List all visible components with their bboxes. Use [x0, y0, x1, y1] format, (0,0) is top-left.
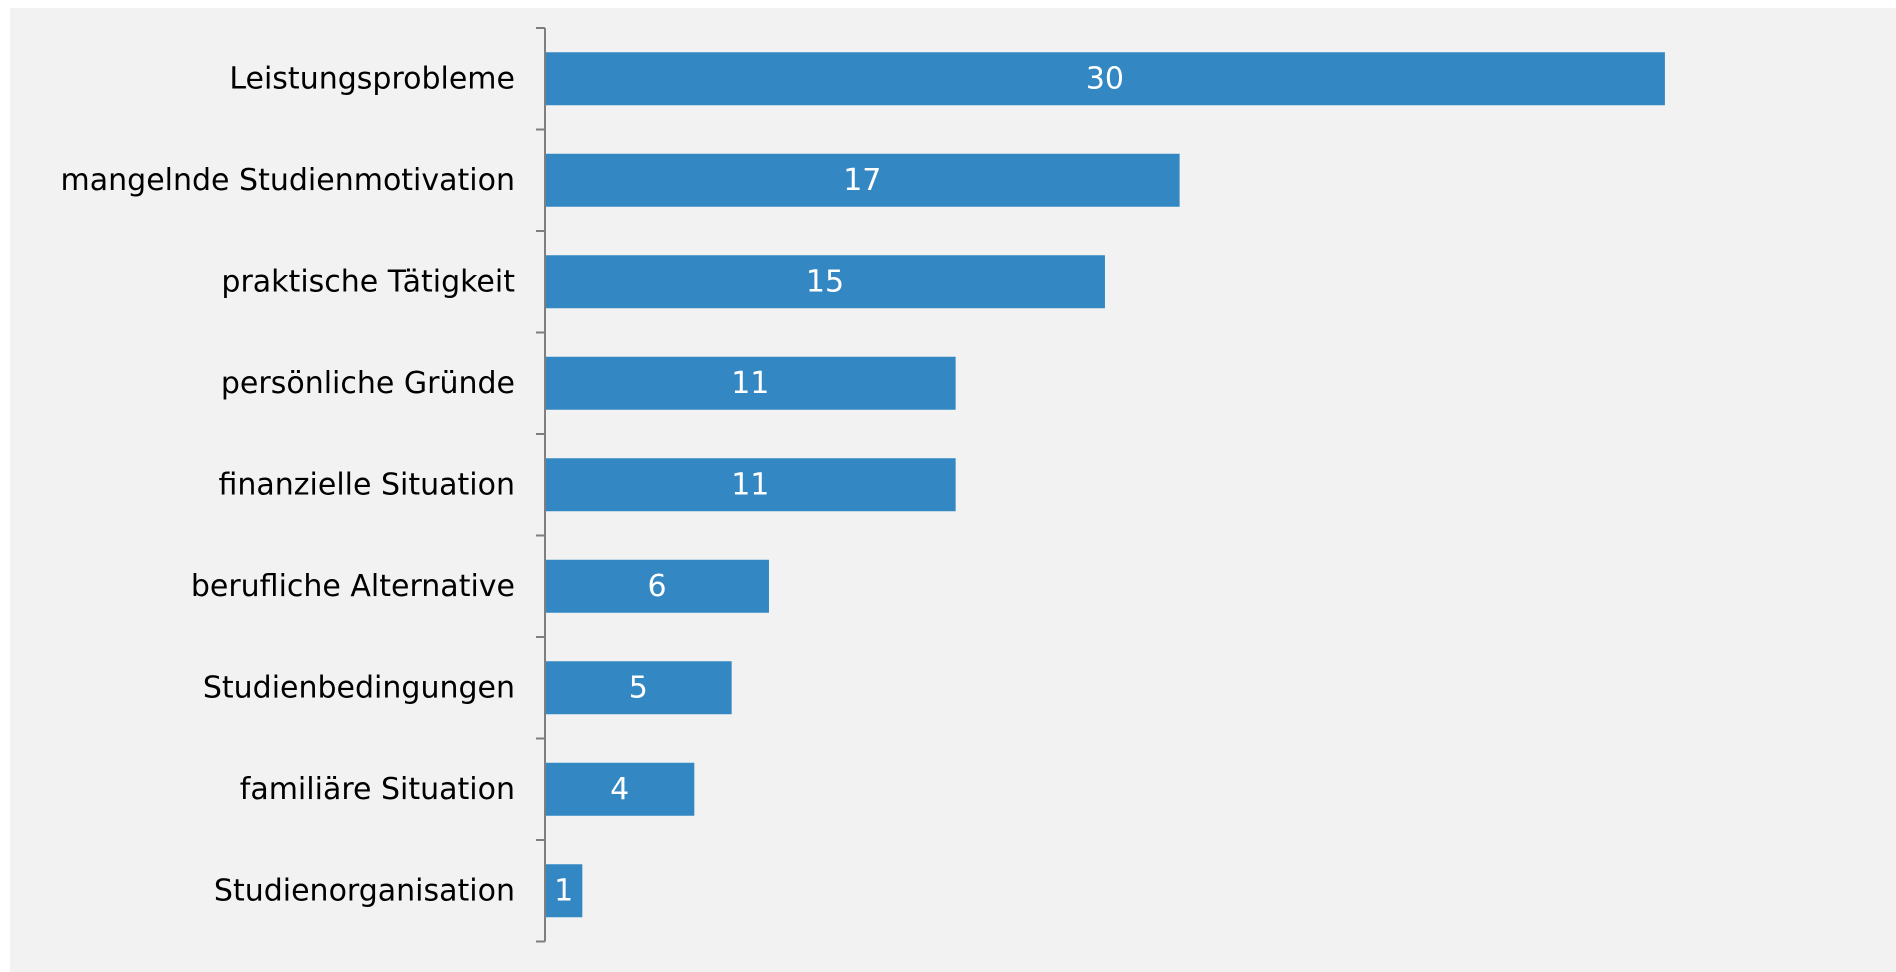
category-label: berufliche Alternative: [191, 569, 515, 604]
chart-panel: 30 Leistungsprobleme 17 mangelnde Studienmo…: [10, 8, 1896, 972]
category-label: familiäre Situation: [240, 772, 515, 807]
data-label: 11: [731, 467, 769, 502]
data-label: 1: [554, 873, 573, 908]
bars-layer: [545, 52, 1665, 918]
category-axis: [536, 27, 546, 943]
bar-4: [545, 356, 956, 410]
bar-8: [545, 762, 695, 816]
bar-9: [545, 864, 583, 918]
data-label: 6: [647, 569, 666, 604]
data-label: 15: [806, 264, 844, 299]
data-label: 4: [610, 772, 629, 807]
data-label: 5: [629, 670, 648, 705]
category-label: Studienbedingungen: [203, 670, 515, 705]
category-label: Studienorganisation: [214, 873, 515, 908]
category-label: Leistungsprobleme: [229, 61, 515, 96]
bar-chart: 30 Leistungsprobleme 17 mangelnde Studienmo…: [61, 27, 1665, 943]
labels-layer: 30 Leistungsprobleme 17 mangelnde Studienmo…: [61, 61, 1124, 908]
category-label: praktische Tätigkeit: [221, 264, 515, 299]
data-label: 30: [1086, 61, 1124, 96]
bar-6: [545, 559, 769, 613]
category-label: finanzielle Situation: [218, 467, 515, 502]
bar-3: [545, 255, 1105, 309]
data-label: 17: [843, 163, 881, 198]
category-label: mangelnde Studienmotivation: [61, 163, 515, 198]
data-label: 11: [731, 366, 769, 401]
category-label: persönliche Gründe: [221, 366, 515, 401]
bar-2: [545, 153, 1180, 207]
bar-5: [545, 458, 956, 512]
bar-1: [545, 52, 1665, 106]
bar-7: [545, 661, 732, 715]
